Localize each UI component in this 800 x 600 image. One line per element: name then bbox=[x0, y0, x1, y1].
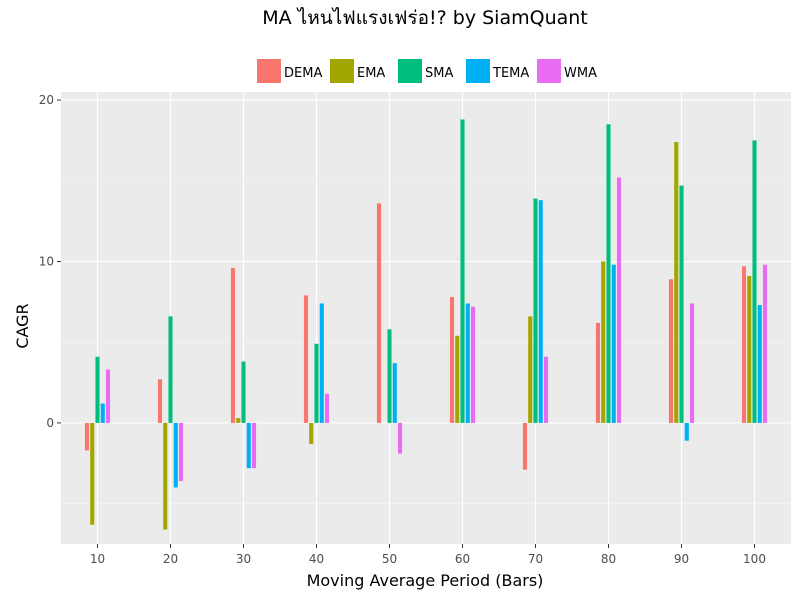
bar-sma-70 bbox=[533, 198, 538, 423]
x-tick-label: 50 bbox=[382, 552, 397, 566]
bar-wma-40 bbox=[324, 393, 330, 423]
bar-dema-70 bbox=[522, 422, 528, 470]
bar-tema-70 bbox=[538, 200, 543, 423]
bar-dema-100 bbox=[741, 266, 747, 423]
legend-item-ema: EMA bbox=[330, 59, 385, 83]
legend-swatch bbox=[257, 59, 281, 83]
legend-label: WMA bbox=[564, 66, 597, 81]
bar-dema-50 bbox=[376, 203, 382, 423]
x-tick-label: 90 bbox=[674, 552, 689, 566]
bar-sma-100 bbox=[752, 140, 757, 423]
bar-tema-20 bbox=[173, 422, 178, 488]
x-tick-label: 80 bbox=[601, 552, 616, 566]
bar-dema-30 bbox=[230, 267, 236, 423]
bar-ema-30 bbox=[236, 418, 241, 423]
bar-wma-70 bbox=[543, 356, 549, 423]
x-tick-label: 20 bbox=[163, 552, 178, 566]
bar-tema-50 bbox=[392, 363, 397, 423]
y-axis-title: CAGR bbox=[13, 303, 32, 348]
legend-label: TEMA bbox=[492, 66, 529, 81]
legend-swatch bbox=[537, 59, 561, 83]
bar-tema-80 bbox=[611, 264, 616, 423]
bar-sma-80 bbox=[606, 124, 611, 423]
legend-swatch bbox=[398, 59, 422, 83]
bar-sma-30 bbox=[241, 361, 246, 423]
x-tick-label: 40 bbox=[309, 552, 324, 566]
legend-label: EMA bbox=[357, 66, 385, 81]
legend-item-dema: DEMA bbox=[257, 59, 322, 83]
legend-swatch bbox=[466, 59, 490, 83]
bar-sma-60 bbox=[460, 119, 465, 423]
bar-tema-100 bbox=[757, 305, 762, 423]
legend-item-wma: WMA bbox=[537, 59, 597, 83]
bar-sma-90 bbox=[679, 185, 684, 423]
bar-tema-40 bbox=[319, 303, 324, 423]
bar-ema-70 bbox=[528, 316, 533, 423]
bar-dema-40 bbox=[303, 295, 309, 423]
bar-ema-10 bbox=[90, 422, 95, 525]
legend-swatch bbox=[330, 59, 354, 83]
y-tick-label: 20 bbox=[39, 93, 54, 107]
legend-item-tema: TEMA bbox=[466, 59, 529, 83]
x-tick-label: 60 bbox=[455, 552, 470, 566]
bar-dema-80 bbox=[595, 322, 601, 423]
bar-sma-10 bbox=[95, 356, 100, 423]
x-tick-label: 100 bbox=[743, 552, 766, 566]
legend-label: DEMA bbox=[284, 66, 322, 81]
x-tick-label: 10 bbox=[90, 552, 105, 566]
bar-sma-40 bbox=[314, 343, 319, 423]
bar-dema-10 bbox=[84, 422, 90, 451]
bar-dema-90 bbox=[668, 279, 674, 423]
bar-wma-60 bbox=[470, 306, 476, 423]
bar-dema-20 bbox=[157, 379, 163, 423]
bars bbox=[84, 119, 768, 530]
legend: DEMA EMA SMA TEMA WMA bbox=[257, 59, 597, 83]
y-tick-label: 10 bbox=[39, 255, 54, 269]
bar-ema-40 bbox=[309, 422, 314, 444]
bar-ema-100 bbox=[747, 276, 752, 423]
bar-wma-30 bbox=[251, 422, 257, 469]
bar-tema-90 bbox=[684, 422, 689, 441]
bar-sma-20 bbox=[168, 316, 173, 423]
x-tick-label: 30 bbox=[236, 552, 251, 566]
bar-dema-60 bbox=[449, 297, 455, 423]
bar-tema-10 bbox=[100, 403, 105, 423]
y-tick-label: 0 bbox=[46, 416, 54, 430]
bar-wma-80 bbox=[616, 177, 622, 423]
bar-wma-50 bbox=[397, 422, 403, 454]
bar-ema-90 bbox=[674, 142, 679, 423]
bar-tema-60 bbox=[465, 303, 470, 423]
bar-wma-20 bbox=[178, 422, 184, 482]
bar-ema-20 bbox=[163, 422, 168, 530]
bar-wma-100 bbox=[762, 264, 768, 423]
bar-tema-30 bbox=[246, 422, 251, 469]
x-axis: 10 20 30 40 50 60 70 80 90 100 bbox=[90, 544, 766, 566]
bar-ema-80 bbox=[601, 261, 606, 423]
x-axis-title: Moving Average Period (Bars) bbox=[307, 571, 544, 590]
x-tick-label: 70 bbox=[528, 552, 543, 566]
y-axis: 0 10 20 bbox=[39, 93, 61, 430]
legend-label: SMA bbox=[425, 66, 453, 81]
bar-sma-50 bbox=[387, 329, 392, 423]
bar-ema-60 bbox=[455, 335, 460, 423]
bar-wma-10 bbox=[105, 369, 111, 423]
legend-item-sma: SMA bbox=[398, 59, 453, 83]
chart-title: MA ไหนไฟแรงเฟร่อ!? by SiamQuant bbox=[262, 7, 588, 29]
bar-wma-90 bbox=[689, 303, 695, 423]
